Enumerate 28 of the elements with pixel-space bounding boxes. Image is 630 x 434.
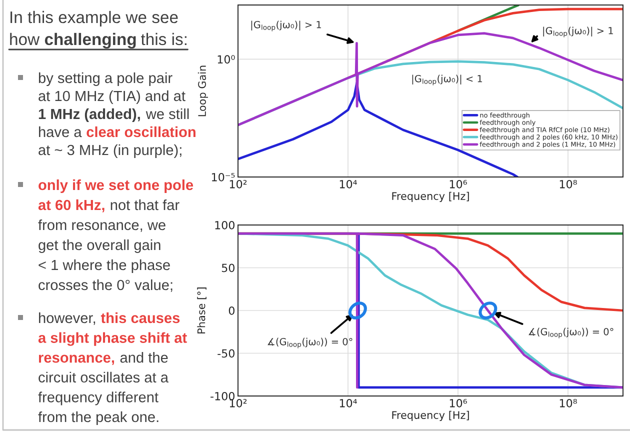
y-tick-label: -100 <box>210 392 234 400</box>
x-tick-label: 10⁸ <box>560 398 577 408</box>
annotation: |G$_{loop}$(jω₀)| > 1 <box>543 26 613 38</box>
y-tick-label: -50 <box>218 349 234 358</box>
text: however, this causes a slight phase shift at resonance, and the circuit oscillates at a frequency different from the peak one. <box>38 312 187 426</box>
text: In this example we see how challenging this is: <box>10 10 186 49</box>
y-tick-label: 50 <box>222 264 234 272</box>
y-axis-title: Phase [°] <box>197 288 206 334</box>
x-tick-label: 10⁶ <box>450 180 467 188</box>
x-tick-label: 10⁸ <box>560 180 577 188</box>
x-tick-label: 10² <box>230 398 247 408</box>
annotation: |G$_{loop}$(jω₀)| > 1 <box>251 20 321 32</box>
text: only if we set one pole at 60 kHz, not that far from resonance, we get the overall gain < 1 where the phase crosses the 0° value; <box>38 179 194 292</box>
y-axis-title: Loop Gain <box>198 66 208 116</box>
x-tick-label: 10⁴ <box>340 180 357 188</box>
text: by setting a pole pair at 10 MHz (TIA) and at 1 MHz (added), we still have a clear oscillation at ~ 3 MHz (in purple); <box>38 72 196 158</box>
x-tick-label: 10⁴ <box>340 398 357 408</box>
x-tick-label: 10⁶ <box>450 398 467 408</box>
x-axis-title: Frequency [Hz] <box>392 192 469 202</box>
annotation: ∡(G$_{loop}$(jω₀)) = 0° <box>528 328 614 338</box>
y-tick-label: 10⁰ <box>218 55 235 64</box>
annotation: ∡(G$_{loop}$(jω₀)) = 0° <box>268 338 352 348</box>
y-tick-label: 100 <box>215 220 234 230</box>
y-tick-label: 0 <box>228 306 234 315</box>
x-axis-title: Frequency [Hz] <box>392 410 469 421</box>
annotation: |G$_{loop}$(jω₀)| < 1 <box>412 74 482 86</box>
y-tick-label: 10⁻⁵ <box>212 172 235 182</box>
x-tick-label: 10² <box>230 180 247 188</box>
